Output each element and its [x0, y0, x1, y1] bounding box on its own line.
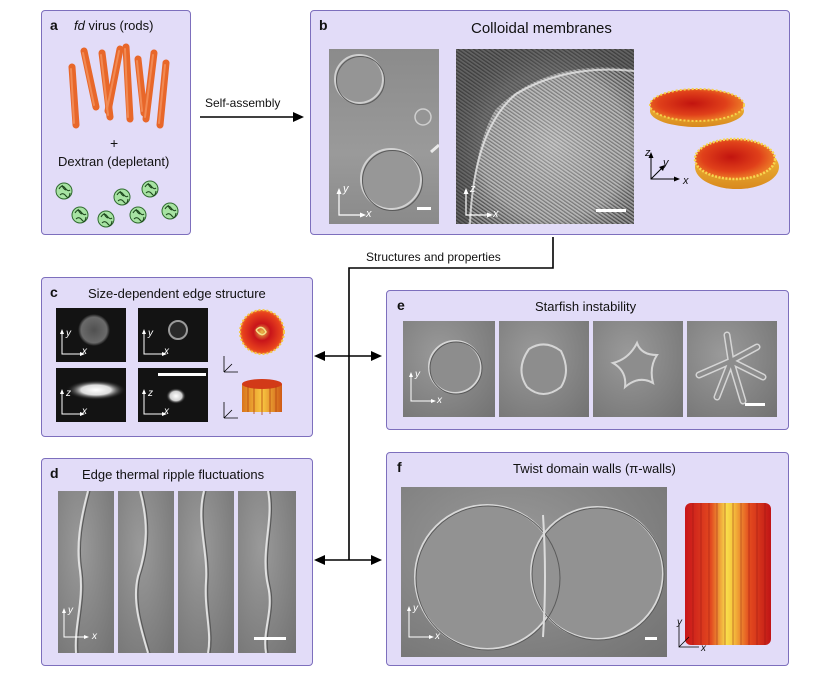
rods-title-rest: virus (rods): [84, 18, 154, 33]
axis-x-label: x: [82, 346, 87, 357]
membranes-dic-image: y x: [329, 49, 439, 224]
dextran-molecule: [129, 206, 147, 224]
edge-image-xz-large: z x: [56, 368, 126, 422]
rods-title-italic: fd: [74, 18, 85, 33]
edge-image-xy-large: y x: [56, 308, 126, 362]
rod: [68, 63, 80, 129]
axis-x-label: x: [164, 406, 169, 417]
axis-y-label: y: [663, 157, 669, 169]
depletant-title: Dextran (depletant): [58, 154, 170, 169]
axis-z-label: z: [645, 147, 651, 159]
panel-d-label: d: [50, 465, 59, 481]
starfish-frame: [593, 321, 683, 417]
pi-wall-image: y x: [401, 487, 667, 657]
panel-e-title: Starfish instability: [535, 299, 637, 314]
axis-x-label: x: [437, 395, 442, 406]
starfish-frame: [687, 321, 777, 417]
axis-xyz-b: [643, 149, 680, 182]
dextran-molecule: [141, 180, 159, 198]
edge-image-xy-small: y x: [138, 308, 208, 362]
panel-d: d Edge thermal ripple fluctuations y x: [41, 458, 313, 666]
axis-y-label: y: [415, 369, 420, 380]
axis-y-label: y: [68, 605, 73, 616]
panel-b-title: Colloidal membranes: [471, 20, 612, 37]
panel-a: a fd virus (rods) + Dextran (depletant): [41, 10, 191, 235]
axis-x-label: x: [164, 346, 169, 357]
ripple-frame: [118, 491, 174, 653]
panel-f: f Twist domain walls (π-walls) y x: [386, 452, 789, 666]
self-assembly-label: Self-assembly: [205, 96, 281, 110]
rod: [122, 43, 134, 123]
self-assembly-arrow: [200, 112, 304, 122]
axis-y-label: y: [66, 328, 71, 339]
axis-z-label: z: [148, 388, 153, 399]
axis-x-label: x: [82, 406, 87, 417]
pi-wall-3d-render: [678, 503, 771, 648]
axis-x-label: x: [435, 631, 440, 642]
axis-x-label: x: [683, 175, 689, 187]
structures-label: Structures and properties: [366, 250, 501, 264]
rod: [80, 47, 100, 111]
dextran-molecule: [113, 188, 131, 206]
panel-f-title: Twist domain walls (π-walls): [513, 461, 676, 476]
ripple-frame: [238, 491, 296, 653]
starfish-frame: y x: [403, 321, 495, 417]
panel-a-label: a: [50, 17, 58, 33]
axis-y-label: y: [148, 328, 153, 339]
membrane-3d-render: [649, 88, 779, 189]
plus-sign: +: [110, 135, 119, 151]
axis-xz-b: [460, 187, 493, 218]
axis-x-label: x: [701, 643, 706, 654]
panel-d-title: Edge thermal ripple fluctuations: [82, 467, 265, 482]
rods-illustration: [68, 43, 170, 129]
panel-c: c Size-dependent edge structure y x y x …: [41, 277, 313, 437]
starfish-frame: [499, 321, 589, 417]
axis-z-label: z: [66, 388, 71, 399]
dextran-molecule: [161, 202, 179, 220]
panel-e: e Starfish instability y x: [386, 290, 789, 430]
panel-b-label: b: [319, 17, 328, 33]
membrane-em-image: z x: [456, 49, 634, 224]
rods-title: fd virus (rods): [74, 18, 153, 33]
dextran-molecule: [55, 182, 73, 200]
axis-y-label: y: [343, 183, 349, 195]
axis-y-label: y: [413, 603, 418, 614]
axis-xy-b: [333, 187, 366, 218]
ripple-frame: [178, 491, 234, 653]
axis-x-label: x: [493, 208, 499, 220]
axis-y-label: y: [677, 617, 682, 628]
ripple-frame: y x: [58, 491, 114, 653]
dextran-molecule: [97, 210, 115, 228]
axis-x-label: x: [366, 208, 372, 220]
dextran-molecule: [71, 206, 89, 224]
edge-image-xz-small: z x: [138, 368, 208, 422]
panel-c-title: Size-dependent edge structure: [88, 286, 266, 301]
axis-z-label: z: [470, 183, 476, 195]
panel-e-label: e: [397, 297, 405, 313]
panel-f-label: f: [397, 459, 402, 475]
dextran-illustration: [55, 180, 179, 228]
panel-c-label: c: [50, 284, 58, 300]
axis-x-label: x: [92, 631, 97, 642]
panel-b: b Colloidal membranes y x: [310, 10, 790, 235]
edge-3d-render: [223, 309, 285, 419]
rod: [134, 55, 148, 117]
